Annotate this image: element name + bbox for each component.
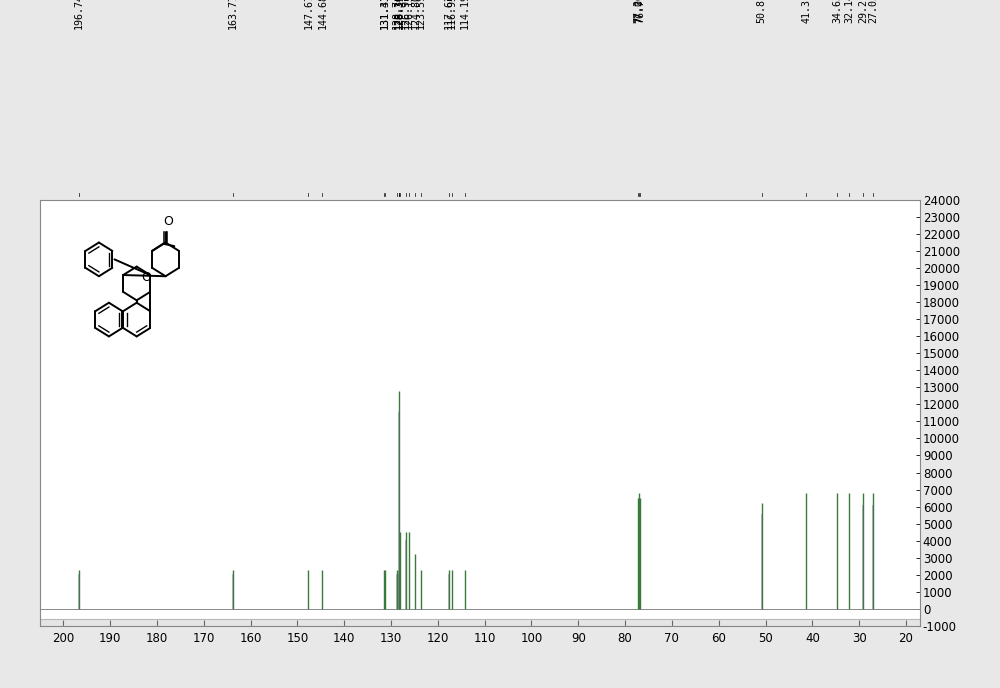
- Text: 123.59: 123.59: [416, 0, 426, 29]
- Text: 131.41: 131.41: [379, 0, 389, 29]
- Text: 77.21: 77.21: [633, 0, 643, 23]
- Text: 34.63: 34.63: [832, 0, 842, 23]
- Text: 124.80: 124.80: [410, 0, 420, 29]
- Text: 126.91: 126.91: [401, 0, 411, 29]
- Text: 29.21: 29.21: [858, 0, 868, 23]
- Text: 32.14: 32.14: [844, 0, 854, 23]
- Text: 117.62: 117.62: [444, 0, 454, 29]
- Text: 128.74: 128.74: [392, 0, 402, 29]
- Text: 131.33: 131.33: [380, 0, 390, 29]
- Text: O: O: [163, 215, 173, 228]
- Text: 128.15: 128.15: [395, 0, 405, 29]
- Text: 27.05: 27.05: [868, 0, 878, 23]
- Text: 196.74: 196.74: [74, 0, 84, 29]
- Text: 144.68: 144.68: [317, 0, 327, 29]
- Text: 163.77: 163.77: [228, 0, 238, 29]
- Bar: [40, 619, 920, 626]
- Text: 128.30: 128.30: [394, 0, 404, 29]
- Text: 114.19: 114.19: [460, 0, 470, 29]
- Text: 50.81: 50.81: [757, 0, 767, 23]
- Text: 147.67: 147.67: [303, 0, 313, 29]
- Text: 77.00: 77.00: [634, 0, 644, 23]
- Text: 116.95: 116.95: [447, 0, 457, 29]
- Text: 76.79: 76.79: [635, 0, 645, 23]
- Text: 126.15: 126.15: [404, 0, 414, 29]
- Text: O: O: [141, 271, 151, 284]
- Text: 128.34: 128.34: [394, 0, 404, 29]
- Text: 41.31: 41.31: [801, 0, 811, 23]
